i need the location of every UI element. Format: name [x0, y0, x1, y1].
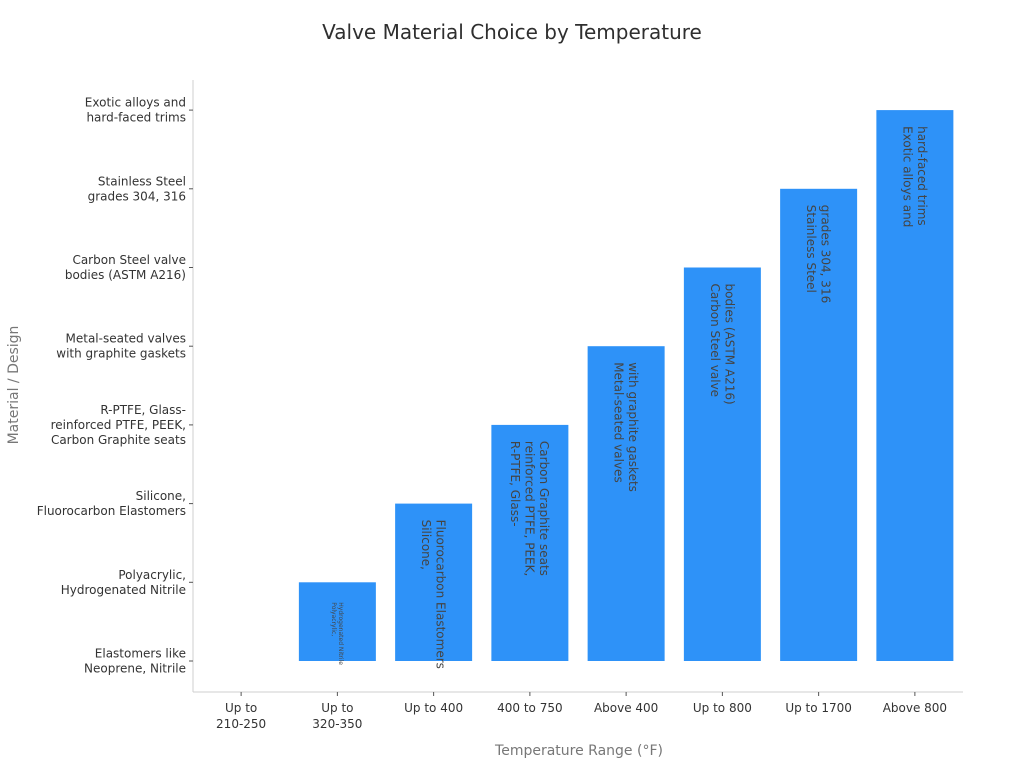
x-tick-label: Up to 800	[693, 701, 752, 715]
y-tick-label: Metal-seated valves with graphite gaskets	[56, 332, 186, 361]
bar-label: Exotic alloys andhard-faced trims	[900, 126, 929, 227]
y-tick-label: Elastomers like Neoprene, Nitrile	[84, 647, 186, 676]
bar-label: Silicone,Fluorocarbon Elastomers	[419, 520, 448, 669]
y-tick-label: Carbon Steel valve bodies (ASTM A216)	[65, 253, 186, 282]
y-axis: Elastomers like Neoprene, Nitrile Polyacry…	[37, 80, 194, 692]
x-axis: Up to 210-250 Up to 320-350 Up to 400 400 to …	[193, 691, 963, 731]
x-tick-label: Up to 400	[404, 701, 463, 715]
bar-label: Carbon Steel valvebodies (ASTM A216)	[708, 284, 737, 405]
y-tick-label: R-PTFE, Glass-reinforced PTFE, PEEK, Carb…	[51, 403, 186, 447]
bar	[298, 582, 376, 661]
bar	[395, 503, 473, 661]
bar-label: R-PTFE, Glass-reinforced PTFE, PEEK,Carb…	[508, 441, 551, 576]
y-tick-label: Exotic alloys and hard-faced trims	[85, 96, 186, 125]
y-tick-label: Silicone, Fluorocarbon Elastomers	[37, 489, 186, 518]
bar	[683, 267, 761, 661]
y-tick-label: Stainless Steel grades 304, 316	[88, 174, 186, 203]
bar	[876, 110, 954, 662]
chart-title: Valve Material Choice by Temperature	[322, 20, 702, 44]
x-tick-label: Above 400	[594, 701, 658, 715]
bar	[587, 346, 665, 661]
bar-label: Stainless Steelgrades 304, 316	[804, 205, 833, 303]
y-axis-title: Material / Design	[6, 326, 22, 445]
bar	[491, 424, 569, 661]
bar-labels: Polyacrylic,Hydrogenated Nitrile Silicone…	[330, 126, 929, 669]
x-tick-label: Above 800	[883, 701, 947, 715]
x-tick-label: Up to 210-250	[216, 701, 266, 731]
x-tick-label: Up to 320-350	[312, 701, 362, 731]
bar	[780, 188, 858, 662]
bar-label: Metal-seated valveswith graphite gaskets	[612, 362, 641, 492]
bars	[298, 110, 954, 662]
x-axis-title: Temperature Range (°F)	[494, 743, 663, 759]
x-tick-label: Up to 1700	[785, 701, 852, 715]
x-tick-label: 400 to 750	[497, 701, 562, 715]
bar-label: Polyacrylic,Hydrogenated Nitrile	[330, 602, 344, 665]
y-tick-label: Polyacrylic, Hydrogenated Nitrile	[61, 568, 186, 597]
